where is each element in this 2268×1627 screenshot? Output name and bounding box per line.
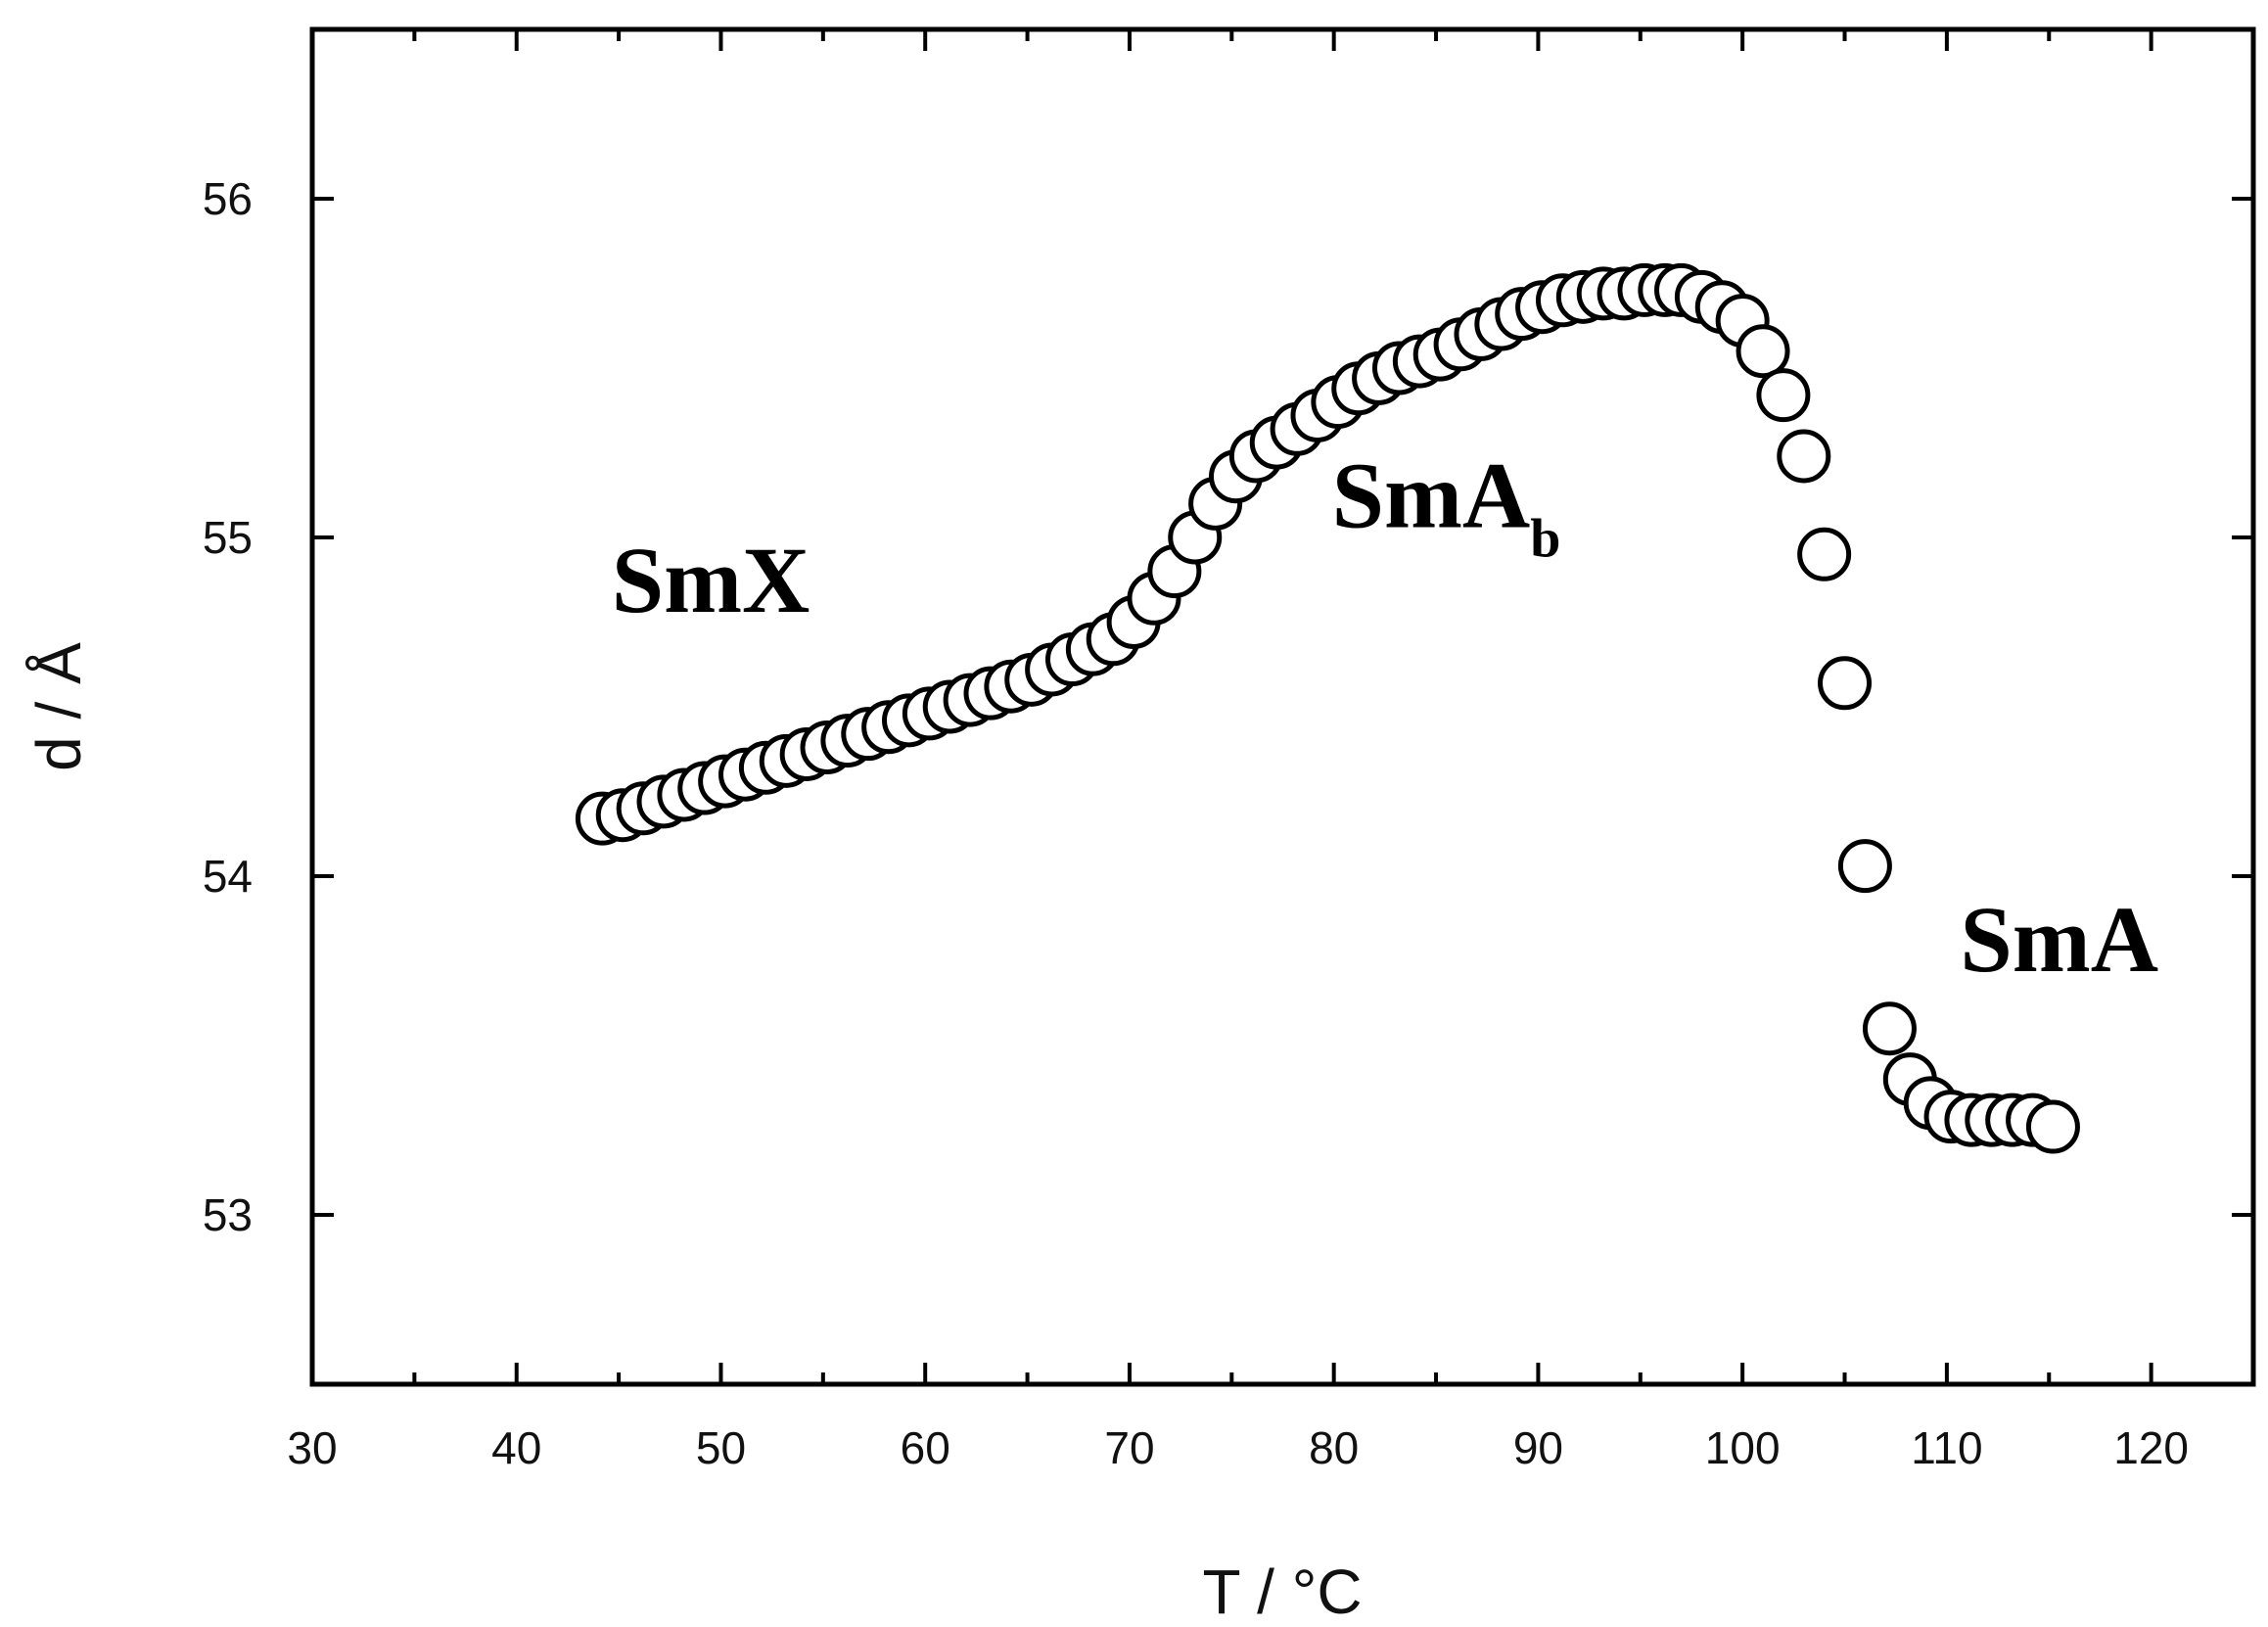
axis-ticks xyxy=(310,29,2253,1384)
y-axis-title: d / Å xyxy=(23,642,94,771)
phase-label: SmX xyxy=(612,528,810,632)
x-tick-label: 80 xyxy=(1309,1422,1359,1473)
phase-label: SmAb xyxy=(1332,443,1561,570)
data-point xyxy=(2025,1099,2080,1154)
data-point xyxy=(1818,656,1873,711)
y-tick-labels: 53 54 55 56 xyxy=(203,173,253,1240)
x-tick-label: 60 xyxy=(901,1422,950,1473)
x-tick-labels: 30 40 50 60 70 80 90 100 110 120 xyxy=(287,1422,2189,1473)
phase-annotations: SmX SmAb SmA xyxy=(612,443,2158,992)
data-point xyxy=(1797,527,1852,581)
x-tick-label: 40 xyxy=(491,1422,541,1473)
phase-label: SmA xyxy=(1960,887,2158,992)
x-tick-label: 70 xyxy=(1104,1422,1154,1473)
data-point xyxy=(1756,368,1811,423)
y-tick-label: 53 xyxy=(203,1189,253,1240)
data-point xyxy=(1837,839,1892,894)
y-tick-label: 54 xyxy=(203,851,253,902)
phase-label-subscript: b xyxy=(1530,509,1560,570)
x-tick-label: 50 xyxy=(696,1422,746,1473)
x-tick-label: 120 xyxy=(2113,1422,2189,1473)
data-points xyxy=(575,262,2080,1154)
y-tick-label: 55 xyxy=(203,512,253,563)
plot-frame xyxy=(309,26,2256,1387)
data-point xyxy=(1777,429,1831,484)
x-axis-title: T / °C xyxy=(1202,1557,1362,1627)
x-tick-label: 110 xyxy=(1911,1422,1982,1473)
x-tick-label: 90 xyxy=(1513,1422,1563,1473)
x-tick-label: 30 xyxy=(287,1422,337,1473)
x-tick-label: 100 xyxy=(1705,1422,1781,1473)
y-tick-label: 56 xyxy=(203,173,253,224)
data-point xyxy=(1862,1001,1917,1056)
data-point xyxy=(1736,324,1790,379)
